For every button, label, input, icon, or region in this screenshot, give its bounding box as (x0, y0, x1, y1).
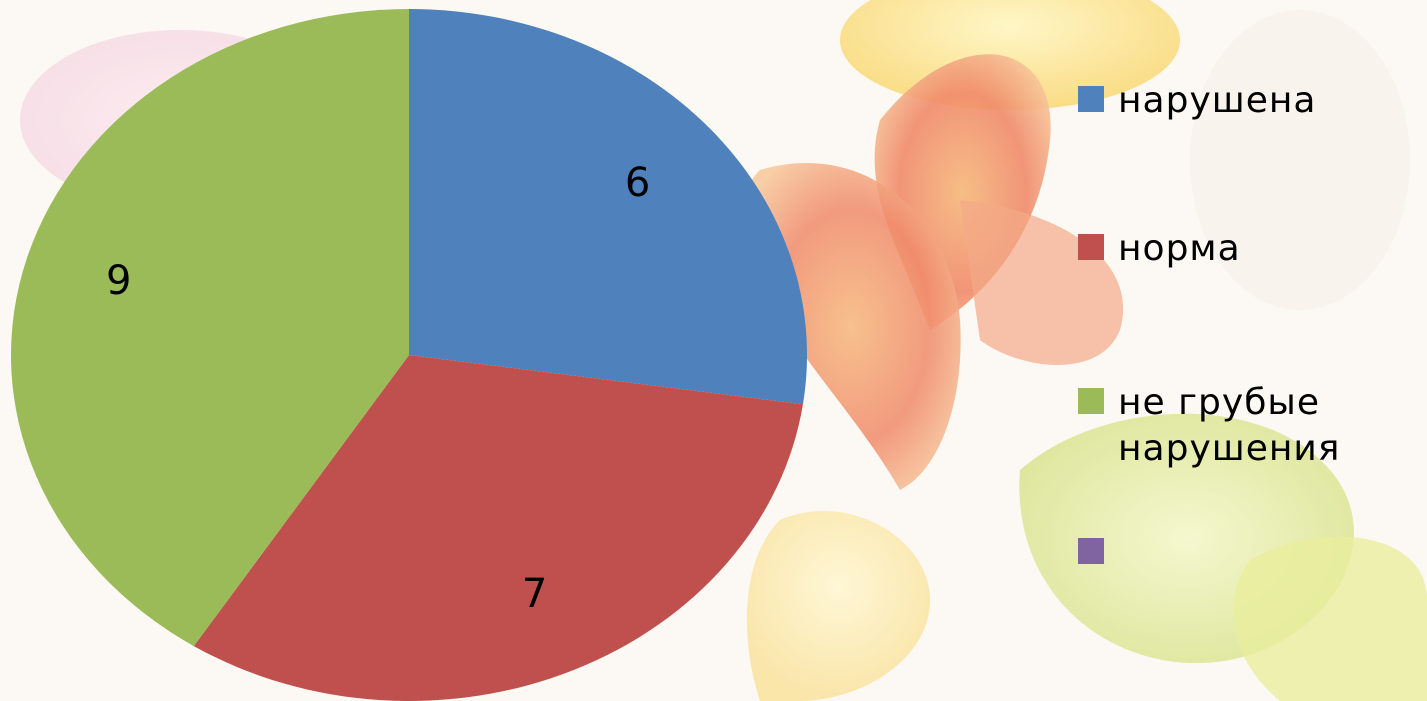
pie-slice-1 (409, 9, 807, 404)
legend-swatch-1 (1078, 86, 1104, 112)
legend-label-2: норма (1118, 226, 1408, 272)
legend-item-3: не грубые нарушения (1078, 380, 1408, 472)
legend-label-1: нарушена (1118, 78, 1408, 124)
legend-swatch-2 (1078, 234, 1104, 260)
pie-slices (11, 9, 807, 701)
legend-item-1: нарушена (1078, 78, 1408, 124)
legend-item-4 (1078, 530, 1408, 564)
legend-item-2: норма (1078, 226, 1408, 272)
data-label-3: 9 (106, 258, 131, 304)
legend-swatch-3 (1078, 388, 1104, 414)
legend-label-3: не грубые нарушения (1118, 380, 1408, 472)
legend-swatch-4 (1078, 538, 1104, 564)
data-label-2: 7 (522, 571, 547, 617)
data-label-1: 6 (625, 160, 650, 206)
